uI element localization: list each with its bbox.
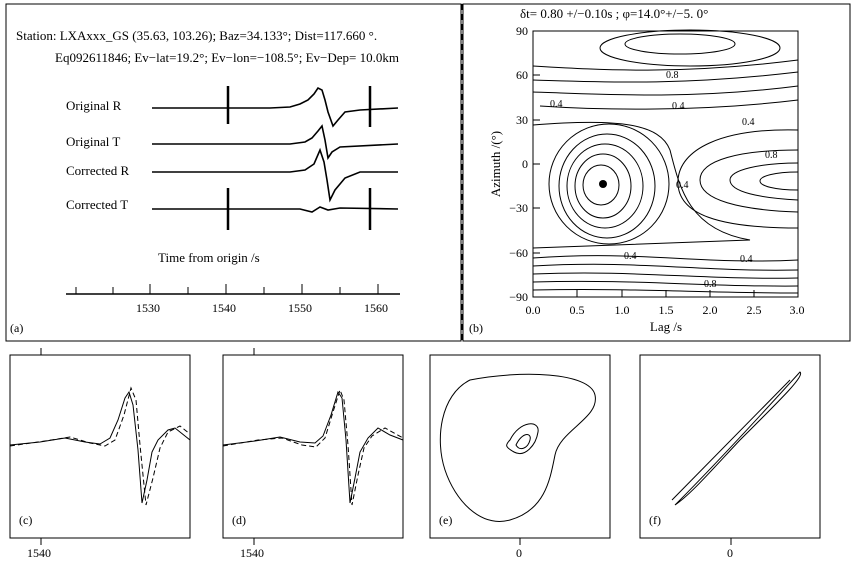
contour-label: 0.4 [550, 99, 563, 110]
time-tick-1550: 1550 [288, 301, 312, 315]
trace-corrected-t [152, 206, 399, 213]
x-tick: 1.0 [615, 303, 630, 317]
panel-c-tick: 1540 [27, 546, 51, 560]
time-axis-title: Time from origin /s [158, 250, 260, 265]
x-axis-title: Lag /s [650, 319, 682, 334]
panel-b-title: δt= 0.80 +/−0.10s ; φ=14.0°+/−5. 0° [520, 6, 708, 21]
panel-e-tick: 0 [516, 546, 522, 560]
trace-label-original-r: Original R [66, 98, 122, 113]
y-tick: 90 [516, 24, 528, 38]
trace-original-t [152, 124, 399, 161]
panel-f-label: (f) [649, 513, 661, 527]
x-tick: 2.5 [747, 303, 762, 317]
x-tick: 3.0 [790, 303, 805, 317]
contour-y-tick-labels: 90 60 30 0 −30 −60 −90 [509, 24, 528, 304]
panel-b-frame [462, 3, 851, 342]
event-line: Eq092611846; Ev−lat=19.2°; Ev−lon=−108.5… [55, 50, 399, 65]
y-tick: −30 [509, 201, 528, 215]
x-tick: 1.5 [659, 303, 674, 317]
panel-d: (d) 1540 [222, 348, 404, 560]
trace-corrected-r [152, 147, 398, 203]
trace-original-r [152, 86, 399, 128]
y-tick: 0 [522, 157, 528, 171]
panel-d-label: (d) [232, 513, 246, 527]
panel-e: (e) 0 [429, 354, 611, 560]
x-tick: 0.0 [526, 303, 541, 317]
y-axis-title: Azimuth /(°) [488, 131, 503, 197]
panel-d-tick: 1540 [240, 546, 264, 560]
trace-label-corrected-t: Corrected T [66, 197, 128, 212]
contour-axis-ticks [533, 74, 755, 297]
panel-a-label: (a) [10, 321, 23, 335]
contour-value-labels: 0.8 0.4 0.4 0.4 0.8 0.4 0.4 0.4 0.8 [550, 70, 778, 290]
time-tick-1560: 1560 [364, 301, 388, 315]
trace-label-original-t: Original T [66, 134, 120, 149]
panel-f-tick: 0 [727, 546, 733, 560]
contour-label: 0.4 [742, 117, 755, 128]
panel-c: (c) 1540 [9, 348, 191, 560]
contour-label: 0.8 [765, 150, 778, 161]
contour-label: 0.4 [740, 254, 753, 265]
y-tick: 30 [516, 113, 528, 127]
time-axis-ticks [75, 284, 379, 294]
panel-e-label: (e) [439, 513, 452, 527]
y-tick: −90 [509, 290, 528, 304]
contour-lines [532, 29, 799, 294]
trace-label-corrected-r: Corrected R [66, 163, 130, 178]
panel-a-frame [5, 3, 462, 342]
contour-label: 0.8 [704, 279, 717, 290]
contour-label: 0.4 [624, 251, 637, 262]
time-tick-1540: 1540 [212, 301, 236, 315]
panel-c-label: (c) [19, 513, 32, 527]
station-line: Station: LXAxxx_GS (35.63, 103.26); Baz=… [16, 28, 377, 43]
y-tick: −60 [509, 246, 528, 260]
contour-x-tick-labels: 0.0 0.5 1.0 1.5 2.0 2.5 3.0 [526, 303, 805, 317]
contour-label: 0.8 [666, 70, 679, 81]
x-tick: 0.5 [570, 303, 585, 317]
x-tick: 2.0 [703, 303, 718, 317]
contour-label: 0.4 [672, 101, 685, 112]
contour-label: 0.4 [676, 180, 689, 191]
panel-f: (f) 0 [639, 354, 821, 560]
best-fit-marker [599, 180, 607, 188]
panel-b-label: (b) [469, 321, 483, 335]
time-tick-1530: 1530 [136, 301, 160, 315]
y-tick: 60 [516, 68, 528, 82]
